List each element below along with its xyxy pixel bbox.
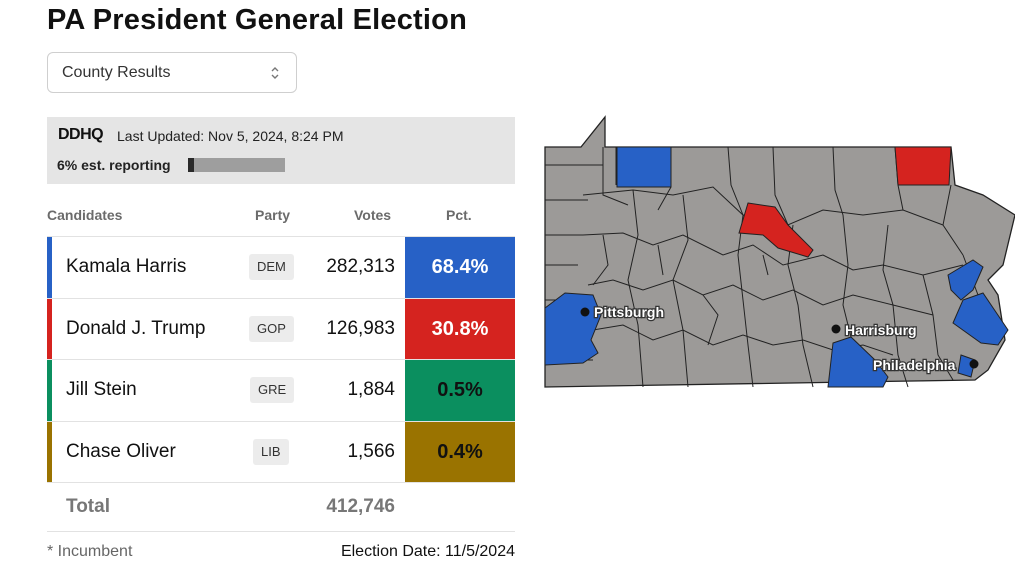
city-label-harrisburg: Harrisburg	[845, 322, 917, 338]
candidate-pct: 0.4%	[405, 421, 515, 483]
total-label: Total	[66, 496, 110, 517]
header-party: Party	[255, 207, 291, 223]
reporting-label: 6% est. reporting	[57, 157, 171, 173]
county-philadelphia-dem[interactable]	[957, 354, 976, 378]
party-badge: GOP	[249, 315, 294, 342]
party-badge: DEM	[249, 254, 294, 280]
county-monroe-dem[interactable]	[947, 259, 984, 301]
county-allegheny-dem[interactable]	[544, 292, 602, 366]
party-color-stripe	[47, 237, 52, 298]
candidate-pct: 68.4%	[405, 237, 515, 298]
candidate-name: Chase Oliver	[66, 440, 176, 462]
party-badge: GRE	[250, 377, 295, 403]
harrisburg-marker-icon	[831, 324, 841, 334]
candidate-votes: 1,884	[347, 379, 395, 400]
county-montgomery-dem[interactable]	[952, 292, 1009, 346]
candidate-name: Kamala Harris	[66, 256, 187, 277]
candidate-votes: 126,983	[326, 317, 395, 339]
election-date: Election Date: 11/5/2024	[340, 543, 515, 560]
party-color-stripe	[47, 298, 52, 360]
county-results-map[interactable]: Pittsburgh Harrisburg Philadelphia	[543, 115, 1015, 390]
dropdown-selected-label: County Results	[62, 63, 171, 81]
county-erie-dem[interactable]	[616, 146, 672, 188]
ddhq-logo: DDHQ	[58, 126, 104, 143]
total-votes: 412,746	[326, 496, 395, 517]
party-badge: LIB	[253, 438, 289, 465]
candidate-pct: 30.8%	[405, 298, 515, 360]
party-color-stripe	[47, 360, 52, 421]
city-label-pittsburgh: Pittsburgh	[594, 304, 664, 320]
total-row: Total 412,746	[47, 482, 515, 532]
county-york-dem[interactable]	[827, 336, 889, 388]
pittsburgh-marker-icon	[580, 307, 590, 317]
candidate-name: Donald J. Trump	[66, 317, 206, 339]
header-pct: Pct.	[446, 207, 472, 223]
candidate-row[interactable]: Chase Oliver LIB 1,566 0.4%	[47, 420, 515, 483]
candidate-row[interactable]: Jill Stein GRE 1,884 0.5%	[47, 359, 515, 421]
results-type-dropdown[interactable]: County Results	[47, 52, 297, 93]
incumbent-note: * Incumbent	[47, 543, 133, 560]
last-updated-text: Last Updated: Nov 5, 2024, 8:24 PM	[117, 128, 344, 144]
header-votes: Votes	[354, 207, 392, 223]
candidate-row[interactable]: Donald J. Trump GOP 126,983 30.8%	[47, 297, 515, 360]
party-color-stripe	[47, 421, 52, 483]
reporting-progress-fill	[188, 158, 194, 172]
chevron-updown-icon	[271, 67, 279, 79]
city-label-philadelphia: Philadelphia	[873, 357, 956, 373]
candidate-pct: 0.5%	[405, 360, 515, 421]
county-centre-gop[interactable]	[738, 202, 814, 258]
county-susquehanna-gop[interactable]	[894, 146, 952, 186]
reporting-status-panel: DDHQ Last Updated: Nov 5, 2024, 8:24 PM …	[47, 117, 515, 184]
candidate-row[interactable]: Kamala Harris DEM 282,313 68.4%	[47, 236, 515, 298]
header-candidates: Candidates	[47, 207, 123, 223]
candidate-votes: 282,313	[326, 256, 395, 277]
reporting-progress-bar	[188, 158, 285, 172]
philadelphia-marker-icon	[969, 359, 979, 369]
candidate-votes: 1,566	[347, 440, 395, 462]
candidate-name: Jill Stein	[66, 379, 137, 400]
page-title: PA President General Election	[47, 4, 467, 36]
